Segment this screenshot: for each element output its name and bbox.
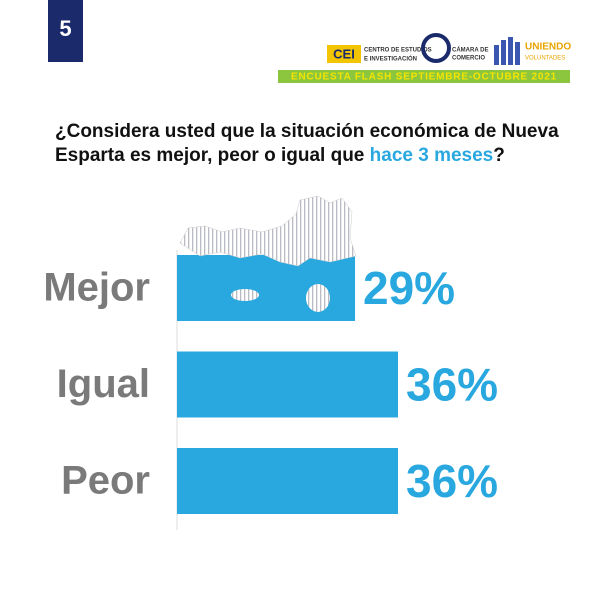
value-label: 36%	[406, 359, 498, 411]
chart-title: Esparta es mejor, peor o igual que hace …	[55, 145, 505, 166]
badge-box	[48, 0, 83, 62]
cei-text: CENTRO DE ESTUDIOS	[364, 48, 432, 54]
uniendo-text: UNIENDO	[525, 42, 571, 53]
uniendo-logo	[494, 37, 520, 65]
camara-text: CÁMARA DE	[452, 47, 488, 54]
title-text: Esparta es mejor, peor o igual que	[55, 145, 364, 166]
title-end: ?	[493, 145, 505, 166]
value-label: 36%	[406, 455, 498, 507]
banner: ENCUESTA FLASH SEPTIEMBRE-OCTUBRE 2021	[291, 72, 557, 83]
banner-box	[278, 70, 570, 83]
camara-text: COMERCIO	[452, 56, 485, 62]
map-decoration	[179, 195, 357, 312]
logos: CEI CENTRO DE ESTUDIOS E INVESTIGACIÓN C…	[327, 33, 571, 65]
category-label: Igual	[57, 362, 150, 406]
cei-text: E INVESTIGACIÓN	[364, 55, 417, 63]
cei-logo	[327, 45, 361, 63]
title-highlight: hace 3 meses	[370, 145, 494, 166]
category-label: Mejor	[43, 266, 150, 310]
bar	[177, 255, 356, 321]
bar	[177, 351, 398, 418]
bars	[177, 255, 398, 514]
category-label: Peor	[61, 459, 150, 503]
uniendo-text: VOLUNTADES	[525, 56, 565, 62]
cei-mark: CEI	[333, 46, 355, 61]
badge: 5	[59, 16, 71, 41]
camara-logo	[421, 33, 451, 63]
chart-title: ¿Considera usted que la situación económ…	[55, 121, 559, 142]
bar	[177, 448, 398, 514]
value-label: 29%	[363, 262, 455, 314]
